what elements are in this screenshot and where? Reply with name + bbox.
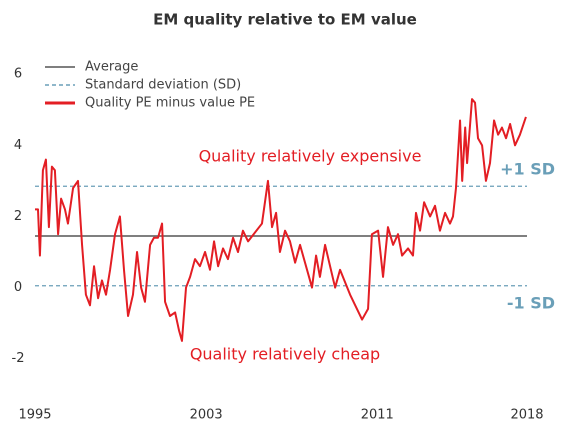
legend-label: Standard deviation (SD) [85,78,241,93]
y-tick-label: 2 [14,209,22,224]
chart-title: EM quality relative to EM value [153,11,417,29]
annotation: Quality relatively cheap [190,345,380,364]
legend-label: Average [85,60,138,75]
data-line [35,98,527,342]
y-tick-label: 6 [14,67,22,82]
sd-label: -1 SD [507,293,555,312]
x-tick-label: 2011 [361,408,394,423]
x-tick-label: 2003 [190,408,223,423]
x-tick-label: 1995 [18,408,51,423]
y-tick-label: 0 [14,280,22,295]
y-tick-label: 4 [14,138,22,153]
legend-label: Quality PE minus value PE [85,96,255,111]
y-tick-label: -2 [12,351,25,366]
annotation: Quality relatively expensive [199,147,422,166]
x-tick-label: 2018 [510,408,543,423]
sd-label: +1 SD [500,160,555,179]
